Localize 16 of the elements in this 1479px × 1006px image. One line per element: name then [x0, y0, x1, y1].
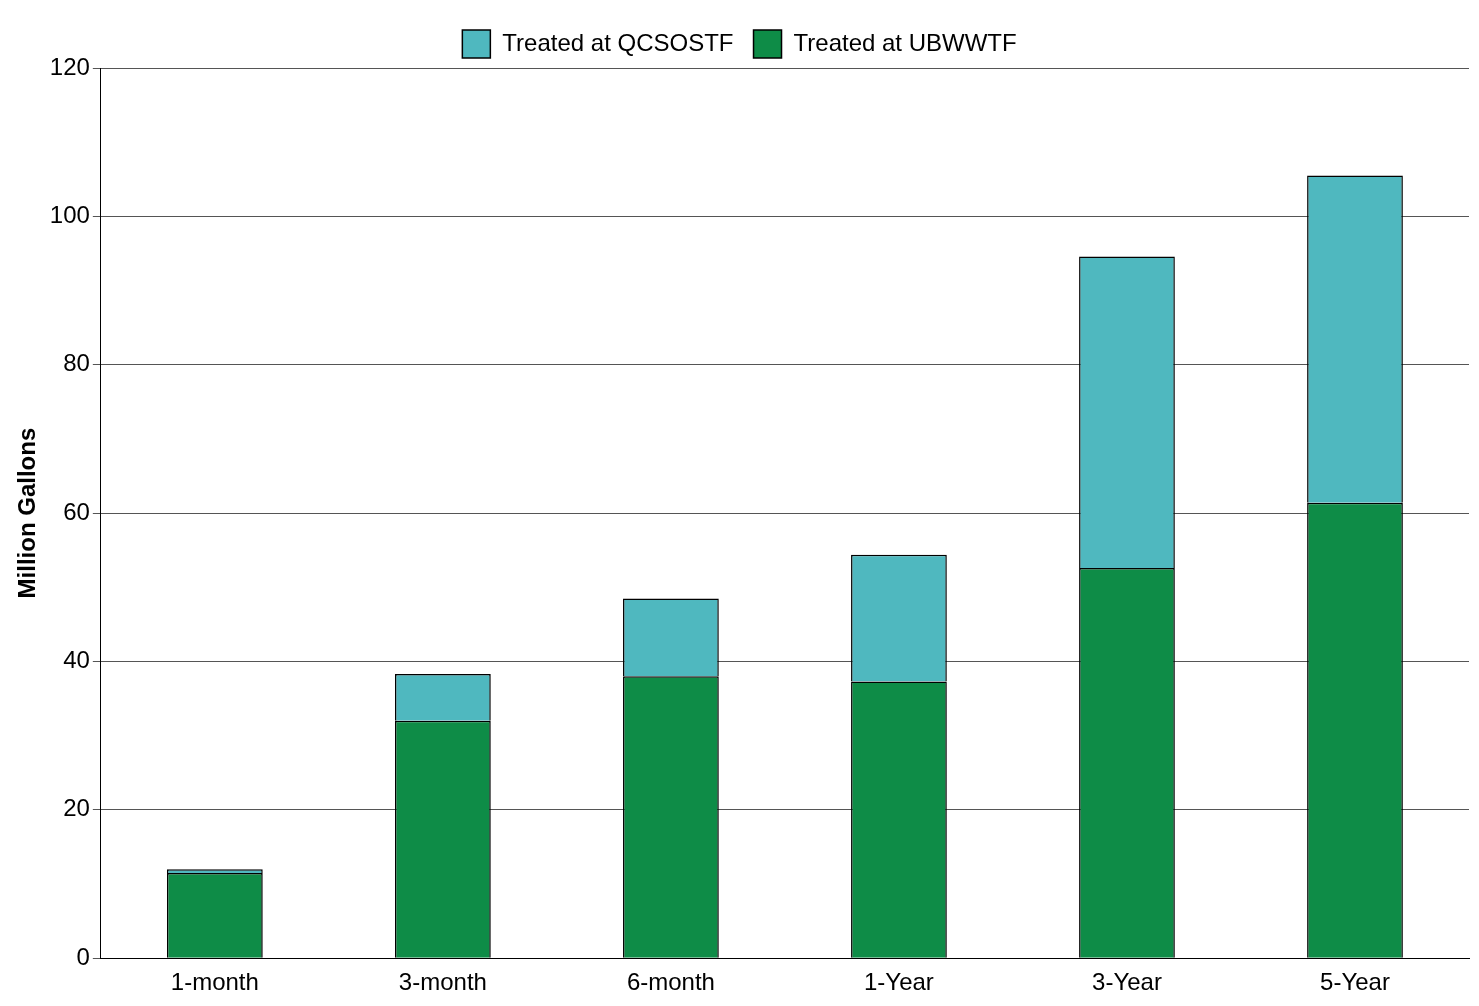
legend-label: Treated at QCSOSTF [502, 28, 734, 56]
x-tick-label: 5-Year [1320, 968, 1390, 996]
y-tick-label: 80 [63, 349, 90, 377]
x-tick-label: 1-Year [864, 968, 934, 996]
y-tick-label: 20 [63, 794, 90, 822]
y-tick-label: 0 [76, 942, 90, 970]
legend-label: Treated at UBWWTF [793, 28, 1017, 56]
x-tick-label: 3-Year [1092, 968, 1162, 996]
y-tick-label: 100 [49, 200, 90, 228]
x-tick-label: 6-month [626, 968, 715, 996]
y-axis-title: Million Gallons [13, 427, 41, 599]
y-tick-label: 40 [63, 646, 90, 674]
y-tick-label: 60 [63, 497, 90, 525]
x-tick-label: 3-month [398, 968, 487, 996]
y-tick-label: 120 [49, 52, 90, 80]
x-tick-label: 1-month [170, 968, 259, 996]
